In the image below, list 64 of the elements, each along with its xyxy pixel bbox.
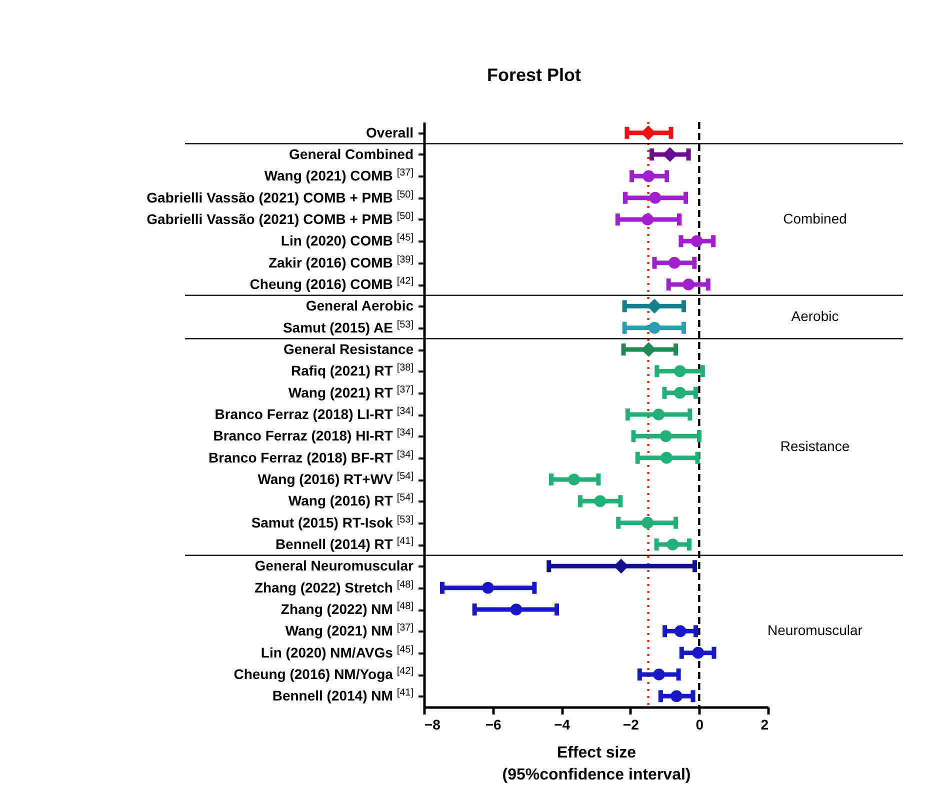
text: Resistance bbox=[780, 438, 850, 454]
y-tick-label: General Aerobic bbox=[306, 298, 414, 314]
x-tick-label: −2 bbox=[622, 716, 640, 732]
point bbox=[692, 646, 704, 659]
point bbox=[662, 147, 678, 162]
x-axis-title: Effect size (95%confidence interval) bbox=[502, 744, 691, 784]
point bbox=[640, 125, 656, 140]
y-tick-label: Cheung (2016) NM/Yoga $^{[42]}$ bbox=[234, 666, 414, 682]
y-tick-label: Samut (2015) RT-Isok $^{[53]}$ bbox=[251, 514, 414, 530]
text: Neuromuscular bbox=[768, 622, 863, 638]
point bbox=[482, 582, 494, 594]
point bbox=[568, 474, 580, 486]
x-tick-label: −4 bbox=[554, 716, 570, 732]
y-tick-label: Zakir (2016) COMB $^{[39]}$ bbox=[268, 254, 414, 270]
point bbox=[670, 690, 682, 702]
point bbox=[674, 386, 686, 399]
y-tick-label: Branco Ferraz (2018) LI-RT $^{[34]}$ bbox=[214, 406, 414, 422]
point bbox=[647, 298, 662, 314]
y-tick-label: Bennell (2014) RT $^{[41]}$ bbox=[275, 536, 414, 552]
y-tick-label: Wang (2021) NM $^{[37]}$ bbox=[285, 622, 414, 639]
y-tick-label: Gabrielli Vassão (2021) COMB + PMB $^{[50]}$ bbox=[146, 210, 414, 227]
y-tick-label: Overall bbox=[366, 124, 414, 140]
y-tick-label: Branco Ferraz (2018) HI-RT $^{[34]}$ bbox=[213, 427, 414, 444]
point bbox=[642, 516, 654, 529]
point bbox=[674, 365, 686, 378]
x-tick-label: 2 bbox=[760, 716, 769, 732]
point bbox=[666, 538, 679, 550]
chart-title: Forest Plot bbox=[486, 64, 582, 85]
y-tick-label: Bennell (2014) NM $^{[41]}$ bbox=[272, 687, 414, 704]
y-tick-label: Gabrielli Vassão (2021) COMB + PMB $^{[50]}$ bbox=[146, 188, 414, 206]
y-tick-label: General Combined bbox=[289, 146, 414, 162]
y-tick-label: Wang (2021) RT $^{[37]}$ bbox=[288, 384, 414, 400]
point bbox=[660, 452, 672, 464]
point bbox=[594, 495, 606, 508]
y-tick-label: Branco Ferraz (2018) BF-RT $^{[34]}$ bbox=[208, 448, 414, 466]
y-tick-label: Wang (2021) COMB $^{[37]}$ bbox=[264, 167, 414, 184]
point bbox=[660, 430, 672, 442]
y-tick-label: General Resistance bbox=[284, 341, 414, 357]
y-tick-label: Zhang (2022) Stretch $^{[48]}$ bbox=[254, 578, 414, 596]
point bbox=[649, 192, 662, 204]
point bbox=[510, 604, 522, 616]
y-tick-label: Wang (2016) RT+WV $^{[54]}$ bbox=[258, 470, 414, 487]
y-tick-label: Lin (2020) NM/AVGs $^{[45]}$ bbox=[260, 644, 414, 660]
point bbox=[690, 235, 703, 248]
x-tick-label: −8 bbox=[424, 716, 441, 732]
x-tick-label: −6 bbox=[485, 716, 502, 732]
text: Aerobic bbox=[791, 308, 839, 324]
point bbox=[642, 170, 655, 182]
y-tick-label: Wang (2016) RT $^{[54]}$ bbox=[288, 492, 414, 509]
point bbox=[682, 278, 694, 290]
y-tick-label: Cheung (2016) COMB $^{[42]}$ bbox=[250, 276, 414, 292]
point bbox=[668, 256, 680, 269]
text: Combined bbox=[783, 210, 847, 226]
y-tick-label: Rafiq (2021) RT $^{[38]}$ bbox=[291, 362, 414, 379]
point bbox=[674, 625, 686, 638]
y-tick-label: Samut (2015) AE $^{[53]}$ bbox=[282, 318, 414, 336]
y-tick-label: Zhang (2022) NM $^{[48]}$ bbox=[280, 600, 414, 617]
point bbox=[653, 668, 665, 680]
y-tick-label: Lin (2020) COMB $^{[45]}$ bbox=[280, 232, 414, 249]
y-tick-label: General Neuromuscular bbox=[254, 558, 414, 574]
x-tick-label: 0 bbox=[696, 716, 704, 732]
point bbox=[652, 408, 665, 420]
point bbox=[642, 214, 654, 226]
point bbox=[648, 322, 660, 334]
